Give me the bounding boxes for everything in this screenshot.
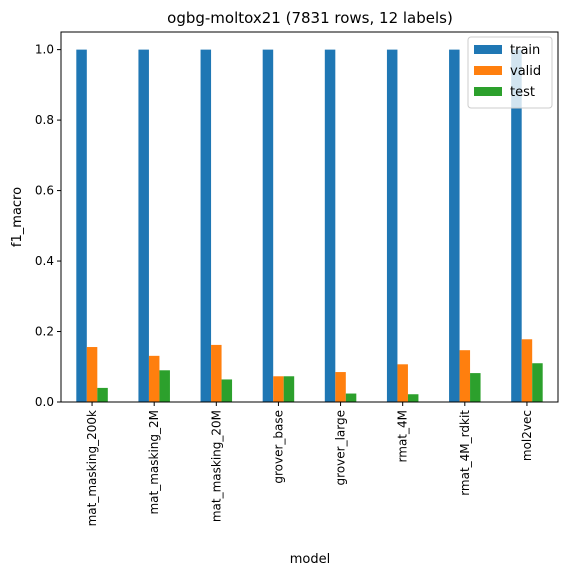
bar-test-mat-masking-20m xyxy=(221,379,233,402)
y-tick-label: 0.8 xyxy=(35,113,54,127)
bar-test-rmat-4m-rdkit xyxy=(470,373,481,402)
x-tick-label-grover-large: grover_large xyxy=(334,410,348,485)
bar-valid-grover-large xyxy=(335,372,346,402)
bar-test-grover-large xyxy=(345,393,357,402)
bar-valid-mat-masking-20m xyxy=(211,344,222,402)
bar-train-mol2vec xyxy=(511,49,522,403)
bar-valid-mat-masking-200k xyxy=(86,347,98,402)
legend-label-test: test xyxy=(510,85,535,100)
bar-train-mat-masking-20m xyxy=(200,49,212,403)
x-tick-label-grover-base: grover_base xyxy=(271,410,285,484)
legend-label-train: train xyxy=(510,43,540,58)
x-tick-label-rmat-4m: rmat_4M xyxy=(396,410,410,462)
y-tick-label: 0.4 xyxy=(35,254,54,268)
x-axis-label: model xyxy=(290,552,330,567)
bar-test-mat-masking-200k xyxy=(97,387,108,402)
x-tick-label-mol2vec: mol2vec xyxy=(520,410,534,461)
y-tick-label: 1.0 xyxy=(35,43,54,57)
bar-test-mol2vec xyxy=(532,363,543,402)
legend: train valid test xyxy=(467,36,553,109)
y-tick-label: 0.2 xyxy=(35,325,54,339)
bar-valid-mat-masking-2m xyxy=(148,355,160,402)
bar-test-grover-base xyxy=(283,376,295,402)
x-tick-label-mat-masking-20m: mat_masking_20M xyxy=(209,410,223,522)
bar-train-rmat-4m-rdkit xyxy=(449,49,460,403)
bar-valid-rmat-4m xyxy=(397,364,408,402)
bar-train-grover-base xyxy=(262,49,274,403)
chart-title: ogbg-moltox21 (7831 rows, 12 labels) xyxy=(167,9,453,27)
y-axis: 0.0 0.2 0.4 0.6 0.8 1.0 xyxy=(35,43,61,409)
x-tick-label-mat-masking-200k: mat_masking_200k xyxy=(85,410,99,526)
legend-swatch-train xyxy=(474,45,502,54)
y-axis-label: f1_macro xyxy=(10,187,25,247)
x-tick-label-mat-masking-2m: mat_masking_2M xyxy=(147,410,161,515)
bar-train-mat-masking-200k xyxy=(76,49,87,403)
bar-train-rmat-4m xyxy=(386,49,398,403)
y-tick-label: 0.6 xyxy=(35,184,54,198)
legend-swatch-valid xyxy=(474,66,502,75)
x-axis: mat_masking_200k mat_masking_2M mat_maskin… xyxy=(85,402,534,526)
x-tick-label-rmat-4m-rdkit: rmat_4M_rdkit xyxy=(458,410,472,496)
plot-frame xyxy=(60,31,559,403)
bar-valid-mol2vec xyxy=(521,339,533,402)
legend-swatch-test xyxy=(474,87,502,96)
bar-test-mat-masking-2m xyxy=(159,370,170,402)
bar-valid-grover-base xyxy=(273,376,284,402)
bar-train-grover-large xyxy=(324,49,336,403)
legend-label-valid: valid xyxy=(510,64,541,79)
bars-layer xyxy=(76,49,543,403)
bar-train-mat-masking-2m xyxy=(138,49,149,403)
y-tick-label: 0.0 xyxy=(35,395,54,409)
bar-valid-rmat-4m-rdkit xyxy=(459,350,471,402)
bar-test-rmat-4m xyxy=(407,394,419,402)
